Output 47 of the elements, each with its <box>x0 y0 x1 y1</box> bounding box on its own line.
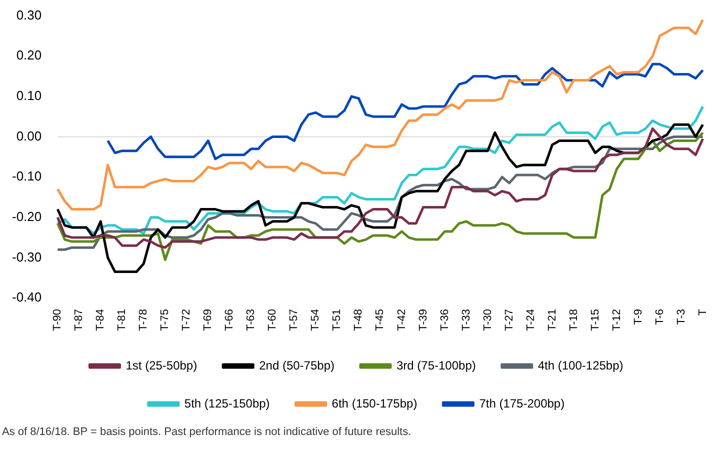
x-tick-label: T-48 <box>352 308 365 332</box>
x-tick-label: T-15 <box>589 308 602 332</box>
x-tick-label: T-12 <box>610 308 623 332</box>
y-tick-label: -0.20 <box>12 208 42 224</box>
x-tick-label: T-66 <box>224 308 236 332</box>
x-tick-label: T-75 <box>159 308 172 332</box>
x-tick-label: T-36 <box>438 308 451 332</box>
legend-label: 4th (100-125bp) <box>538 358 624 372</box>
x-tick-label: T-81 <box>116 308 128 332</box>
y-tick-label: 0.10 <box>16 88 42 104</box>
y-tick-label: -0.40 <box>12 290 42 305</box>
x-tick-label: T-21 <box>546 308 558 332</box>
x-tick-label: T-3 <box>675 308 688 325</box>
x-tick-label: T-87 <box>73 308 86 332</box>
y-tick-label: 0.20 <box>16 48 42 63</box>
x-tick-label: T-84 <box>94 308 107 332</box>
x-tick-label: T-72 <box>180 308 193 332</box>
x-tick-label: T-18 <box>568 308 580 332</box>
x-tick-label: T-51 <box>331 308 344 332</box>
x-tick-label: T-39 <box>417 308 430 332</box>
x-tick-label: T-33 <box>460 308 472 332</box>
x-tick-label: T-6 <box>654 308 666 325</box>
x-tick-label: T-57 <box>288 308 300 332</box>
y-tick-label: -0.10 <box>12 168 42 184</box>
x-tick-label: T-69 <box>202 308 214 332</box>
x-tick-label: T-9 <box>632 308 644 325</box>
x-tick-label: T-90 <box>52 308 64 332</box>
x-tick-label: T-27 <box>503 308 516 332</box>
y-tick-label: 0.00 <box>16 128 42 144</box>
x-tick-label: T-54 <box>310 308 322 332</box>
x-tick-label: T-24 <box>524 308 537 332</box>
y-tick-label: -0.30 <box>12 249 42 264</box>
legend-label: 3rd (75-100bp) <box>396 358 476 372</box>
x-tick-label: T <box>696 308 709 316</box>
x-tick-label: T-63 <box>245 308 258 332</box>
x-tick-label: T-60 <box>266 308 279 332</box>
x-tick-label: T-78 <box>138 308 150 332</box>
y-tick-label: 0.30 <box>16 7 42 22</box>
x-tick-label: T-30 <box>482 308 494 332</box>
legend-label: 1st (25-50bp) <box>126 358 198 372</box>
x-tick-label: T-42 <box>396 308 408 332</box>
text: As of 8/16/18. BP = basis points. Past performance is not indicative of future results. <box>1 426 412 438</box>
legend-label: 7th (175-200bp) <box>479 396 565 410</box>
x-tick-label: T-45 <box>374 308 386 332</box>
legend-label: 5th (125-150bp) <box>184 396 270 410</box>
legend-label: 6th (150-175bp) <box>332 396 418 410</box>
legend-label: 2nd (50-75bp) <box>259 358 334 372</box>
